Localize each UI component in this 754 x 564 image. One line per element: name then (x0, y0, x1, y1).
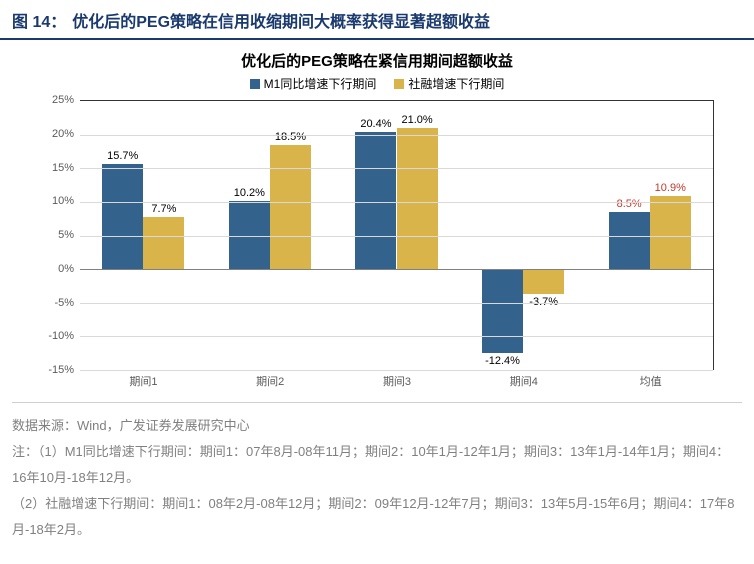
y-tick-label: 15% (52, 162, 74, 174)
x-tick-label: 期间1 (129, 373, 157, 389)
figure-number: 图 14： (12, 8, 66, 32)
y-tick-label: 25% (52, 94, 74, 106)
grid-line (80, 135, 713, 136)
figure-title: 优化后的PEG策略在信用收缩期间大概率获得显著超额收益 (72, 8, 490, 32)
chart-legend: M1同比增速下行期间 社融增速下行期间 (30, 75, 724, 92)
y-tick-label: -10% (48, 330, 74, 342)
source-label: 数据来源： (12, 418, 77, 433)
legend-item-1: M1同比增速下行期间 (250, 75, 377, 92)
bar (355, 132, 396, 269)
x-tick-label: 期间2 (256, 373, 284, 389)
grid-line (80, 202, 713, 203)
bar (397, 128, 438, 269)
x-tick-label: 均值 (640, 373, 662, 389)
bar (270, 145, 311, 269)
y-tick-label: -5% (54, 297, 74, 309)
zero-line (80, 269, 713, 270)
bar (609, 212, 650, 269)
chart-title: 优化后的PEG策略在紧信用期间超额收益 (30, 50, 724, 71)
bar-value-label: 7.7% (151, 203, 176, 215)
grid-line (80, 303, 713, 304)
legend-label-1: M1同比增速下行期间 (264, 75, 377, 92)
data-source: 数据来源：Wind，广发证券发展研究中心 (12, 413, 742, 439)
bar-value-label: 15.7% (107, 150, 138, 162)
chart-plot: -15%-10%-5%0%5%10%15%20%25% 15.7%7.7%10.… (80, 100, 714, 390)
bar (143, 217, 184, 269)
plot-area: 15.7%7.7%10.2%18.5%20.4%21.0%-12.4%-3.7%… (80, 100, 714, 370)
bar-value-label: 20.4% (360, 118, 391, 130)
bar-value-label: 18.5% (275, 131, 306, 143)
x-axis-labels: 期间1 期间2 期间3 期间4 均值 (80, 370, 714, 390)
x-tick-label: 期间3 (383, 373, 411, 389)
y-axis: -15%-10%-5%0%5%10%15%20%25% (30, 100, 80, 370)
chart-container: 优化后的PEG策略在紧信用期间超额收益 M1同比增速下行期间 社融增速下行期间 … (0, 40, 754, 390)
y-tick-label: -15% (48, 364, 74, 376)
legend-label-2: 社融增速下行期间 (408, 75, 504, 92)
note-line-2: （2）社融增速下行期间：期间1：08年2月-08年12月；期间2：09年12月-… (12, 491, 742, 543)
legend-item-2: 社融增速下行期间 (394, 75, 504, 92)
y-tick-label: 0% (58, 263, 74, 275)
bar-value-label: -12.4% (485, 355, 520, 367)
figure-header: 图 14： 优化后的PEG策略在信用收缩期间大概率获得显著超额收益 (0, 0, 754, 40)
x-tick-label: 期间4 (510, 373, 538, 389)
y-tick-label: 20% (52, 128, 74, 140)
bar-value-label: 10.2% (234, 187, 265, 199)
legend-swatch-1 (250, 79, 260, 89)
footer-notes: 数据来源：Wind，广发证券发展研究中心 注：（1）M1同比增速下行期间：期间1… (12, 402, 742, 543)
legend-swatch-2 (394, 79, 404, 89)
note-line-1: 注：（1）M1同比增速下行期间：期间1：07年8月-08年11月；期间2：10年… (12, 439, 742, 491)
grid-line (80, 336, 713, 337)
bar (523, 269, 564, 294)
bar (650, 196, 691, 269)
source-text: Wind，广发证券发展研究中心 (77, 418, 250, 433)
bar (482, 269, 523, 352)
grid-line (80, 168, 713, 169)
bar-value-label: 8.5% (617, 198, 642, 210)
y-tick-label: 5% (58, 229, 74, 241)
bar-value-label: 21.0% (401, 114, 432, 126)
grid-line (80, 236, 713, 237)
bar (102, 164, 143, 270)
y-tick-label: 10% (52, 195, 74, 207)
bar-value-label: 10.9% (655, 182, 686, 194)
